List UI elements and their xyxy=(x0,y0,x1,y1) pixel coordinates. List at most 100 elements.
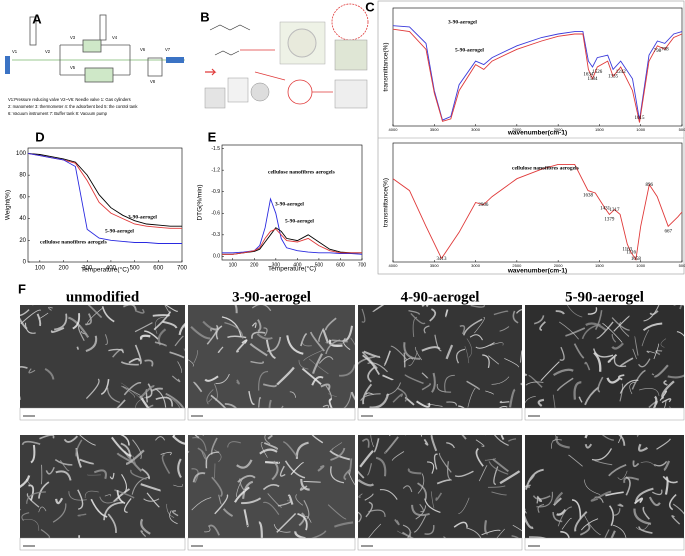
fiber xyxy=(591,448,613,461)
fiber xyxy=(453,521,468,528)
fiber xyxy=(140,530,147,537)
panel-label: D xyxy=(35,129,44,144)
fiber xyxy=(242,480,254,499)
fiber xyxy=(629,381,636,395)
fiber xyxy=(155,396,173,407)
fiber xyxy=(362,354,380,375)
panel-c-frame xyxy=(377,0,685,275)
fiber xyxy=(516,309,522,314)
fiber xyxy=(210,394,227,408)
fiber xyxy=(525,381,544,386)
fiber xyxy=(430,435,438,452)
fiber xyxy=(248,391,255,405)
x-tick-label: 1000 xyxy=(636,127,646,132)
panel-label: A xyxy=(32,11,42,26)
fiber xyxy=(192,472,206,483)
fiber xyxy=(488,355,500,365)
x-tick-label: 3000 xyxy=(471,263,481,268)
fiber xyxy=(108,348,124,354)
y-tick-label: 0.0 xyxy=(213,254,220,260)
fiber xyxy=(610,530,616,538)
zoom-circle xyxy=(331,3,369,41)
fiber xyxy=(54,497,64,505)
x-tick-label: 1500 xyxy=(595,263,605,268)
fiber xyxy=(327,504,347,520)
fiber xyxy=(205,451,220,469)
fiber xyxy=(369,393,390,408)
process-circle xyxy=(287,79,313,105)
arrow xyxy=(240,49,333,93)
fiber xyxy=(183,322,185,328)
fiber xyxy=(394,518,400,526)
fiber xyxy=(32,305,34,306)
fiber xyxy=(320,383,331,391)
fiber xyxy=(311,376,324,386)
fiber xyxy=(204,375,219,382)
fiber xyxy=(525,396,536,404)
fiber xyxy=(258,521,263,538)
fiber xyxy=(632,348,637,360)
fiber xyxy=(213,449,222,463)
y-tick-label: 20 xyxy=(19,238,26,244)
fiber xyxy=(139,385,155,400)
fiber xyxy=(365,501,373,518)
fiber xyxy=(417,482,427,500)
fiber xyxy=(348,458,353,475)
fiber xyxy=(652,395,658,408)
fiber xyxy=(178,322,185,336)
fiber xyxy=(584,386,600,406)
fiber xyxy=(132,455,137,465)
plot-frame xyxy=(27,147,183,263)
valve-label: V2 xyxy=(45,49,51,54)
x-tick-label: 1500 xyxy=(595,127,605,132)
fiber xyxy=(389,435,391,436)
fiber xyxy=(456,348,466,364)
fiber xyxy=(24,322,36,334)
fiber xyxy=(469,334,483,341)
fiber xyxy=(144,330,159,340)
fiber xyxy=(165,305,179,312)
fiber xyxy=(193,350,198,364)
fiber xyxy=(499,326,510,332)
fiber xyxy=(330,466,345,484)
fiber xyxy=(211,476,223,498)
fiber xyxy=(438,452,452,473)
sem-image xyxy=(358,305,522,408)
fiber xyxy=(155,436,166,441)
valve-label: V5 xyxy=(70,65,76,70)
fiber xyxy=(183,348,185,352)
fiber xyxy=(528,474,535,483)
fiber xyxy=(420,435,423,437)
fiber xyxy=(663,379,668,386)
x-tick-label: 600 xyxy=(153,266,164,272)
fiber xyxy=(72,313,81,330)
sem-background xyxy=(20,435,185,538)
fiber xyxy=(48,306,53,311)
fiber xyxy=(93,469,107,480)
fiber xyxy=(466,338,473,358)
fiber xyxy=(368,509,386,517)
fiber xyxy=(295,494,304,506)
fiber xyxy=(262,484,280,491)
fiber xyxy=(667,374,684,379)
info-bar xyxy=(19,537,186,551)
fiber xyxy=(152,314,171,317)
fiber xyxy=(265,461,280,464)
column-title: unmodified xyxy=(66,289,140,305)
fiber xyxy=(173,483,183,487)
fiber xyxy=(305,515,312,523)
fiber xyxy=(236,339,248,353)
sem-image xyxy=(525,435,684,538)
fiber xyxy=(474,317,485,334)
x-tick-label: 300 xyxy=(272,262,281,268)
fiber xyxy=(234,486,250,503)
fiber xyxy=(144,359,154,367)
legend-line: 2: manometer 3: thermometer 4: the adsor… xyxy=(8,104,138,109)
fiber xyxy=(350,391,355,401)
fiber xyxy=(106,387,121,404)
fiber xyxy=(565,327,586,337)
y-tick-label: 0 xyxy=(23,260,27,266)
fiber xyxy=(375,456,387,477)
process-schematic xyxy=(204,3,369,109)
fiber xyxy=(100,379,110,395)
